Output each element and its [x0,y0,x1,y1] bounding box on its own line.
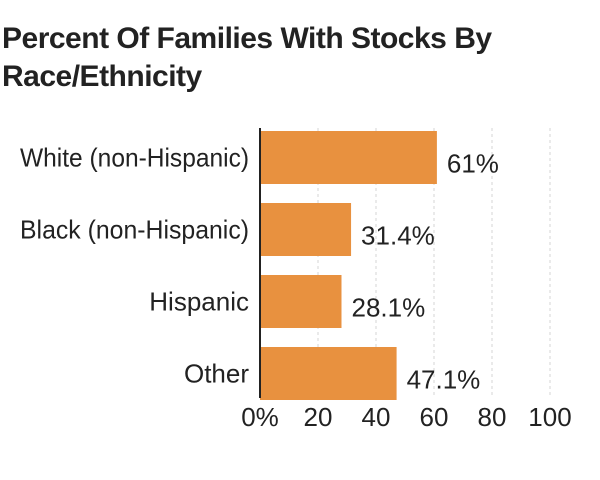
x-tick-label-100: 100 [528,402,571,432]
category-label-1: Black (non-Hispanic) [20,215,249,245]
x-tick-labels: 0% 20 40 60 80 100 [241,402,571,432]
x-tick-label-40: 40 [362,402,391,432]
x-tick-label-0: 0% [241,402,279,432]
bar-2 [260,275,342,328]
x-tick-label-60: 60 [420,402,449,432]
x-tick-label-80: 80 [478,402,507,432]
bars [260,131,437,400]
value-label-0: 61% [447,149,499,179]
category-label-3: Other [184,359,249,389]
category-labels: White (non-Hispanic) Black (non-Hispanic)… [20,143,249,389]
category-label-2: Hispanic [149,287,249,317]
bar-3 [260,347,397,400]
value-label-3: 47.1% [407,365,481,395]
value-label-2: 28.1% [351,293,425,323]
x-tick-label-20: 20 [304,402,333,432]
value-label-1: 31.4% [361,221,435,251]
category-label-0: White (non-Hispanic) [20,143,249,173]
chart-title: Percent Of Families With Stocks By Race/… [2,22,492,93]
bar-1 [260,203,352,256]
bar-0 [260,131,437,184]
value-labels: 61% 31.4% 28.1% 47.1% [351,149,498,395]
